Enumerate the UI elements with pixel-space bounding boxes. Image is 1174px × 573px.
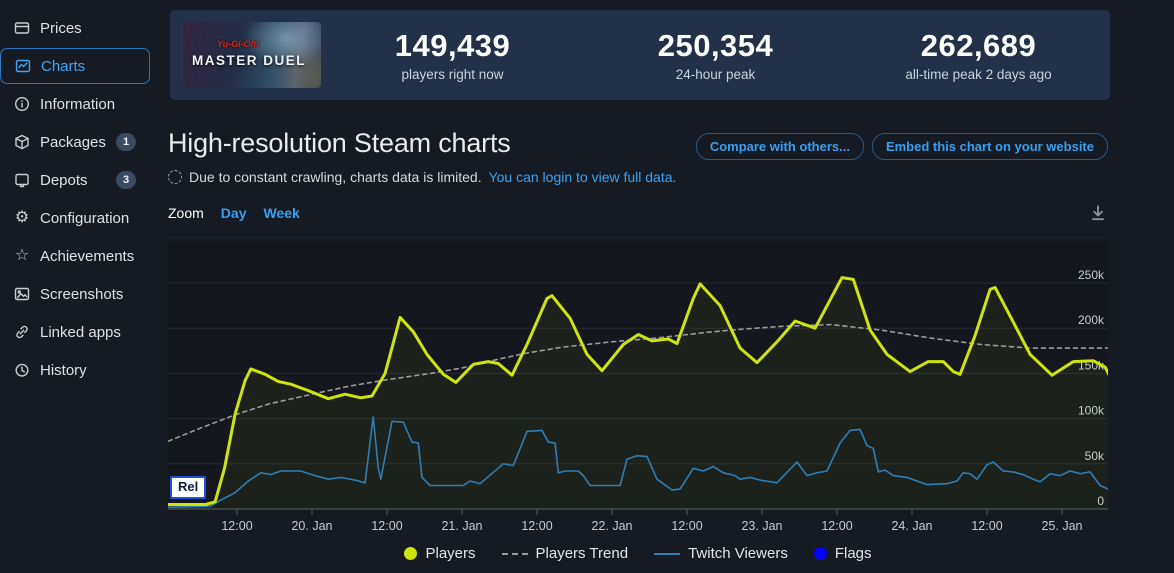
depots-count-badge: 3 (116, 171, 136, 189)
players-trend-legend-marker (501, 552, 528, 555)
sidebar-item-label: Prices (40, 19, 82, 37)
sidebar-item-depots[interactable]: Depots 3 (0, 162, 150, 198)
sidebar-item-charts[interactable]: Charts (0, 48, 150, 84)
game-title: MASTER DUEL (192, 53, 306, 68)
svg-text:12:00: 12:00 (671, 519, 702, 533)
legend-label: Players Trend (535, 545, 629, 562)
sidebar-item-information[interactable]: Information (0, 86, 150, 122)
crawl-notice: Due to constant crawling, charts data is… (168, 169, 676, 185)
sidebar-item-label: History (40, 361, 87, 379)
sidebar-item-label: Depots (40, 171, 88, 189)
stats-bar: Yu-Gi-Oh! MASTER DUEL 149,439 players ri… (170, 10, 1110, 100)
svg-text:50k: 50k (1085, 449, 1105, 463)
peak-24h-label: 24-hour peak (675, 67, 756, 82)
zoom-bar: Zoom Day Week (168, 205, 300, 221)
svg-text:25. Jan: 25. Jan (1041, 519, 1082, 533)
svg-text:24. Jan: 24. Jan (891, 519, 932, 533)
game-capsule-image: Yu-Gi-Oh! MASTER DUEL (183, 22, 321, 88)
sidebar-item-prices[interactable]: Prices (0, 10, 150, 46)
sidebar-item-label: Linked apps (40, 323, 121, 341)
game-franchise-logo: Yu-Gi-Oh! (217, 39, 260, 49)
gear-icon: ⚙ (14, 209, 30, 226)
sidebar-item-label: Charts (41, 57, 86, 75)
sidebar-item-linked-apps[interactable]: Linked apps (0, 314, 150, 350)
sidebar-item-achievements[interactable]: ☆ Achievements (0, 238, 150, 274)
star-icon: ☆ (14, 247, 30, 264)
chart-plot[interactable]: 12:00 20. Jan 12:00 21. Jan 12:00 22. Jan 12:0… (166, 238, 1112, 538)
legend-label: Flags (834, 545, 872, 562)
players-now-value: 149,439 (394, 28, 511, 63)
package-icon (13, 134, 31, 150)
sidebar-item-configuration[interactable]: ⚙ Configuration (0, 200, 150, 236)
depot-icon (13, 172, 31, 188)
svg-text:12:00: 12:00 (371, 519, 402, 533)
crawl-notice-text: Due to constant crawling, charts data is… (189, 169, 482, 185)
download-chart-icon[interactable] (1086, 201, 1110, 225)
players-legend-marker (404, 547, 418, 560)
stats-group: 149,439 players right now 250,354 24-hou… (321, 28, 1110, 82)
svg-text:250k: 250k (1078, 268, 1105, 282)
legend-item-twitch-viewers[interactable]: Twitch Viewers (654, 545, 788, 562)
crawl-spinner-icon (168, 170, 182, 184)
svg-text:12:00: 12:00 (221, 519, 252, 533)
history-icon (13, 362, 31, 378)
peak-24h-value: 250,354 (657, 28, 774, 63)
sidebar-item-label: Screenshots (40, 285, 124, 303)
embed-button[interactable]: Embed this chart on your website (871, 133, 1108, 160)
svg-text:12:00: 12:00 (521, 519, 552, 533)
svg-text:12:00: 12:00 (971, 519, 1002, 533)
alltime-peak-value: 262,689 (920, 28, 1037, 63)
release-flag[interactable]: Rel (170, 476, 207, 499)
legend-item-players-trend[interactable]: Players Trend (501, 545, 629, 562)
stat-players-now: 149,439 players right now (321, 28, 584, 82)
svg-text:23. Jan: 23. Jan (741, 519, 782, 533)
svg-text:20. Jan: 20. Jan (291, 519, 332, 533)
image-icon (13, 286, 31, 302)
svg-text:200k: 200k (1078, 313, 1105, 327)
link-icon (13, 324, 31, 340)
legend-label: Twitch Viewers (688, 545, 788, 562)
legend-item-flags[interactable]: Flags (813, 545, 872, 562)
sidebar-item-label: Achievements (40, 247, 135, 265)
login-link[interactable]: You can login to view full data. (488, 169, 677, 185)
zoom-label: Zoom (168, 205, 204, 221)
packages-count-badge: 1 (116, 133, 136, 151)
svg-text:22. Jan: 22. Jan (591, 519, 632, 533)
sidebar-item-label: Packages (40, 133, 106, 151)
sidebar-item-screenshots[interactable]: Screenshots (0, 276, 150, 312)
legend-item-players[interactable]: Players (404, 545, 476, 562)
stat-alltime-peak: 262,689 all-time peak 2 days ago (847, 28, 1110, 82)
flags-legend-marker (813, 547, 827, 560)
sidebar-item-packages[interactable]: Packages 1 (0, 124, 150, 160)
line-chart-icon (14, 58, 32, 74)
svg-text:100k: 100k (1078, 404, 1105, 418)
stat-24h-peak: 250,354 24-hour peak (584, 28, 847, 82)
svg-text:12:00: 12:00 (821, 519, 852, 533)
header-actions: Compare with others... Embed this chart … (695, 133, 1108, 160)
chart-area[interactable]: 12:00 20. Jan 12:00 21. Jan 12:00 22. Jan 12:0… (166, 237, 1112, 541)
page-title: High-resolution Steam charts (168, 128, 511, 158)
twitch-viewers-legend-marker (654, 552, 681, 555)
legend-label: Players (425, 545, 476, 562)
sidebar-item-label: Configuration (40, 209, 130, 227)
alltime-peak-label: all-time peak 2 days ago (905, 67, 1052, 82)
svg-text:0: 0 (1097, 494, 1104, 508)
card-icon (13, 20, 31, 36)
sidebar-item-label: Information (40, 95, 116, 113)
compare-button[interactable]: Compare with others... (695, 133, 864, 160)
chart-legend: Players Players Trend Twitch Viewers Fla… (168, 545, 1108, 562)
zoom-option-week[interactable]: Week (263, 205, 300, 221)
sidebar-item-history[interactable]: History (0, 352, 150, 388)
players-now-label: players right now (401, 67, 504, 82)
svg-text:21. Jan: 21. Jan (441, 519, 482, 533)
info-icon (13, 96, 31, 112)
zoom-option-day[interactable]: Day (220, 205, 247, 221)
